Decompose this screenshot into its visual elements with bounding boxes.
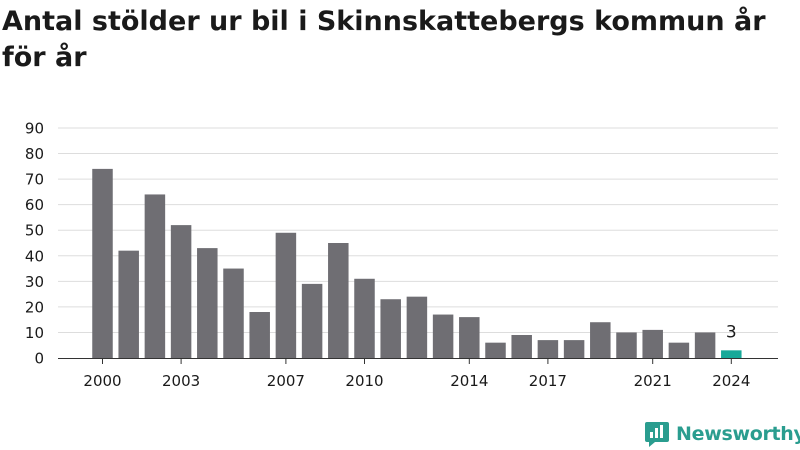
newsworthy-logo-icon: [645, 422, 669, 447]
bar-2016: [511, 335, 532, 358]
y-axis-tick-labels: 0 10 20 30 40 50 60 70 80 90: [25, 120, 44, 368]
bar-2003: [170, 225, 192, 358]
y-tick-label: 0: [34, 350, 44, 368]
x-tick-label: 2024: [712, 372, 750, 390]
bar-2011: [380, 299, 401, 358]
bar-2019: [590, 322, 611, 358]
bar-2022: [668, 342, 690, 358]
y-tick-label: 30: [25, 273, 44, 291]
bar-2007: [275, 232, 297, 358]
brand-name: Newsworthy: [676, 423, 800, 445]
bar-2006: [249, 312, 270, 358]
bar-2015: [485, 342, 506, 358]
x-tick-label: 2010: [345, 372, 383, 390]
bar-2012: [406, 296, 428, 358]
data-label-2024: 3: [726, 322, 737, 342]
bar-2000: [92, 168, 113, 358]
bar-2009: [328, 243, 349, 358]
x-tick-label: 2014: [450, 372, 488, 390]
bar-2023: [694, 332, 716, 358]
bars: [92, 168, 742, 358]
bar-2001: [118, 250, 139, 358]
x-tick-label: 2000: [83, 372, 121, 390]
bar-2021: [642, 329, 663, 358]
x-tick-label: 2007: [267, 372, 305, 390]
bar-2010: [354, 278, 375, 358]
y-tick-label: 80: [25, 145, 44, 163]
brand-logo: Newsworthy: [644, 420, 800, 448]
bar-2018: [563, 340, 585, 358]
bar-2002: [144, 194, 166, 358]
bar-2017: [537, 340, 559, 358]
x-tick-label: 2017: [529, 372, 567, 390]
chart-title: Antal stölder ur bil i Skinnskattebergs …: [2, 6, 766, 73]
x-tick-label: 2021: [634, 372, 672, 390]
y-tick-label: 50: [25, 222, 44, 240]
x-axis-ticks: 2000 2003 2007 2010 2014 2017 2021 2024: [83, 358, 750, 390]
bar-2024: [721, 350, 742, 358]
x-tick-label: 2003: [162, 372, 200, 390]
y-tick-label: 20: [25, 298, 44, 316]
bar-2005: [223, 268, 244, 358]
y-tick-label: 60: [25, 196, 44, 214]
bar-2004: [197, 248, 218, 358]
data-labels: 3: [726, 322, 737, 342]
bar-2013: [432, 314, 454, 358]
bar-2014: [459, 317, 480, 358]
bar-2020: [616, 332, 637, 358]
bar-2008: [301, 283, 323, 358]
y-tick-label: 90: [25, 120, 44, 138]
y-tick-label: 10: [25, 324, 44, 342]
y-tick-label: 40: [25, 247, 44, 265]
y-tick-label: 70: [25, 171, 44, 189]
